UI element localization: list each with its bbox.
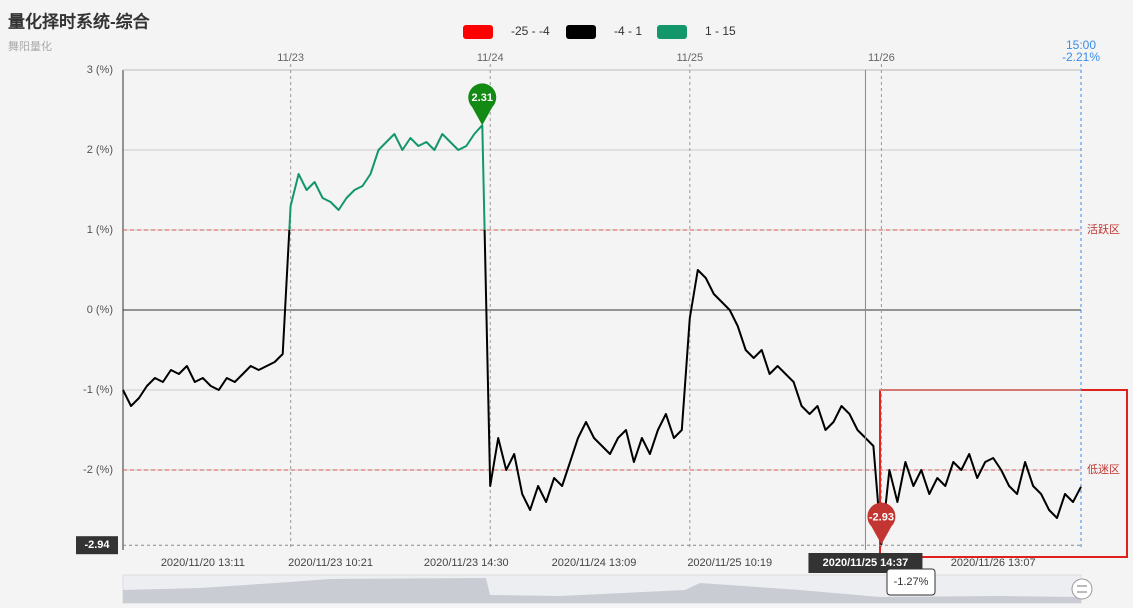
legend-swatch (463, 25, 493, 39)
y-tick-label: 1 (%) (87, 224, 113, 236)
chart-title: 量化择时系统-综合 (8, 11, 151, 31)
mark-point-label: -2.93 (869, 511, 894, 523)
mark-line-label: 低迷区 (1087, 463, 1120, 476)
pointer-y-label: -2.94 (84, 539, 110, 551)
legend-swatch (566, 25, 596, 39)
end-time-label: 15:00 (1066, 38, 1096, 52)
x-tick-label: 2020/11/25 10:19 (687, 557, 772, 569)
pointer-x-label: 2020/11/25 14:37 (823, 557, 909, 569)
legend-label: 1 - 15 (705, 24, 736, 38)
mark-point-pin (468, 83, 497, 126)
y-tick-label: 2 (%) (87, 144, 113, 156)
y-tick-label: 0 (%) (87, 304, 113, 316)
legend-swatch (657, 25, 687, 39)
zoom-area (123, 578, 1081, 603)
top-tick-label: 11/25 (676, 52, 703, 64)
line (122, 124, 1082, 546)
legend: -25 - -4 -4 - 1 1 - 15 (463, 24, 736, 39)
y-tick-label: 3 (%) (87, 64, 113, 76)
mark-point-pin (867, 502, 896, 545)
data-zoom (122, 574, 1093, 604)
pointer-x-box (808, 553, 923, 573)
mark-point-label: 2.31 (472, 92, 493, 104)
tooltip-box (886, 568, 936, 596)
end-value-label: -2.21% (1062, 50, 1100, 64)
zoom-handle[interactable] (1071, 578, 1093, 600)
top-tick-label: 11/23 (277, 52, 304, 64)
y-tick-label: -1 (%) (83, 384, 113, 396)
chart-subtitle: 舞阳量化 (8, 39, 52, 53)
top-tick-label: 11/26 (868, 52, 895, 64)
legend-label: -25 - -4 (511, 24, 550, 38)
mark-line-label: 活跃区 (1087, 222, 1120, 236)
pointer-y-box (76, 536, 118, 555)
y-tick-label: -2 (%) (83, 464, 113, 476)
x-tick-label: 2020/11/23 14:30 (424, 557, 509, 569)
x-tick-label: 2020/11/24 13:09 (552, 557, 637, 569)
legend-label: -4 - 1 (614, 24, 642, 38)
x-tick-label: 2020/11/20 13:11 (161, 557, 245, 569)
tooltip-text: -1.27% (894, 576, 929, 588)
x-tick-label: 2020/11/26 13:07 (951, 557, 1036, 569)
zoom-handle-grip (1077, 585, 1087, 593)
top-tick-label: 11/24 (477, 52, 504, 64)
x-tick-label: 2020/11/23 10:21 (288, 557, 373, 569)
